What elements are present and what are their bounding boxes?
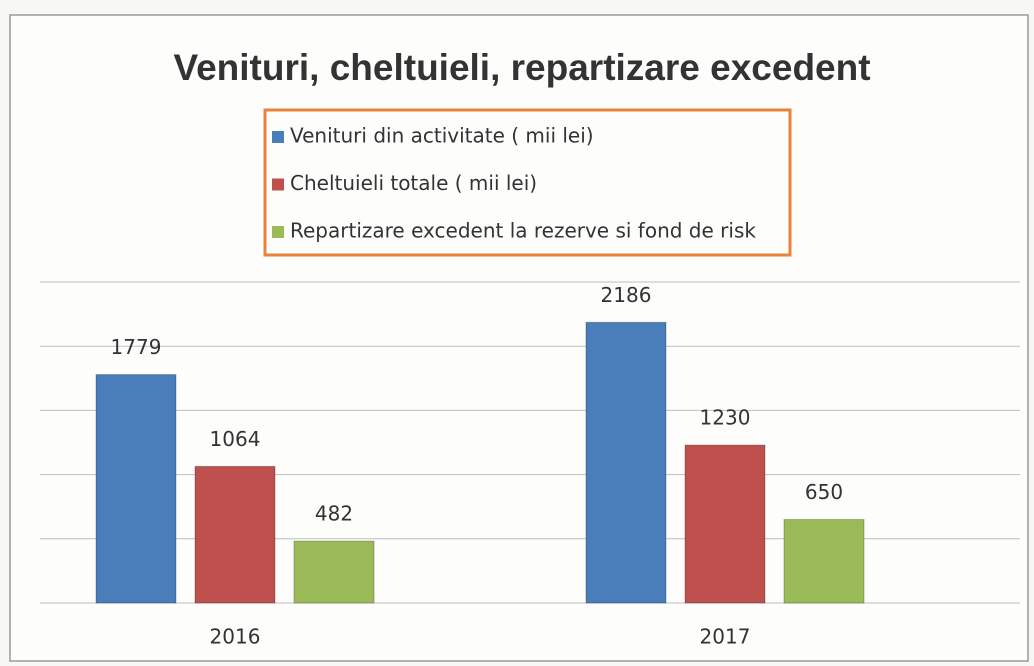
x-tick-label: 2016 <box>210 625 261 649</box>
bar <box>293 540 375 604</box>
legend-label: Venituri din activitate ( mii lei) <box>290 124 594 148</box>
data-label: 2186 <box>601 283 652 307</box>
legend-label: Cheltuieli totale ( mii lei) <box>290 171 537 195</box>
data-label: 1064 <box>210 427 261 451</box>
legend-swatch <box>272 226 284 238</box>
data-label: 1230 <box>700 406 751 430</box>
x-tick-label: 2017 <box>700 625 751 649</box>
legend-box <box>263 108 792 257</box>
bar <box>95 374 177 604</box>
bar <box>585 321 667 604</box>
legend-swatch <box>272 131 284 143</box>
legend-swatch <box>272 178 284 191</box>
bar <box>194 465 276 604</box>
data-label: 482 <box>315 502 353 526</box>
bar <box>684 444 766 604</box>
data-label: 650 <box>805 480 843 504</box>
legend-label: Repartizare excedent la rezerve si fond … <box>290 219 756 243</box>
bar <box>783 519 865 604</box>
chart-title: Venituri, cheltuieli, repartizare excede… <box>173 47 870 88</box>
data-label: 1779 <box>111 335 162 359</box>
